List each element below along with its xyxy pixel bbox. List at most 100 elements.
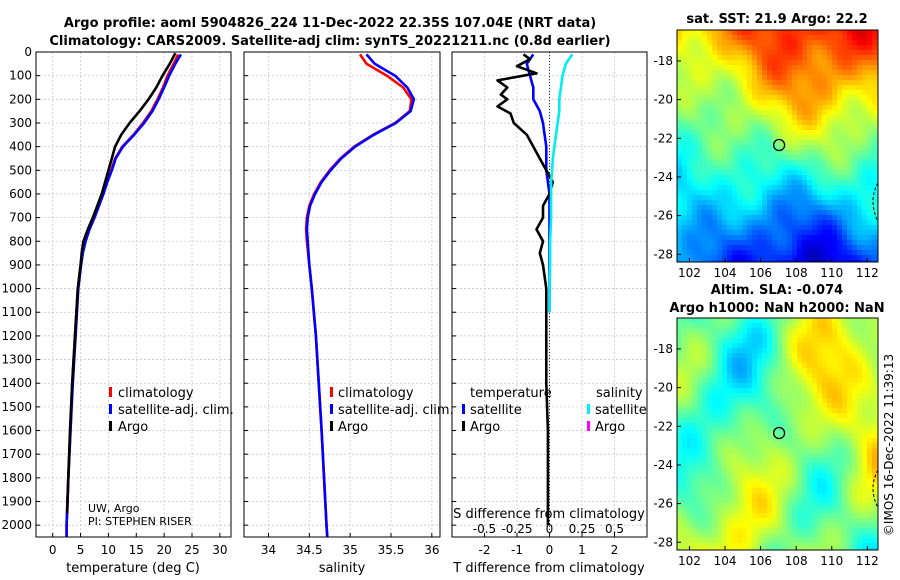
map-cell: [857, 245, 863, 251]
map-cell: [827, 318, 833, 324]
map-cell: [847, 210, 853, 216]
map-cell: [677, 50, 683, 56]
map-cell: [697, 165, 703, 171]
map-cell: [842, 523, 848, 529]
map-cell: [682, 433, 688, 439]
map-cell: [742, 115, 748, 121]
map-cell: [687, 408, 693, 414]
map-cell: [682, 195, 688, 201]
map-cell: [737, 388, 743, 394]
map-cell: [762, 215, 768, 221]
map-cell: [677, 518, 683, 524]
map-cell: [812, 145, 818, 151]
map-cell: [752, 145, 758, 151]
map-cell: [757, 318, 763, 324]
map-cell: [792, 150, 798, 156]
map-cell: [747, 175, 753, 181]
map-cell: [707, 105, 713, 111]
map-cell: [802, 508, 808, 514]
map-cell: [847, 190, 853, 196]
map-cell: [737, 165, 743, 171]
map-cell: [747, 548, 753, 550]
map-cell: [697, 150, 703, 156]
map-cell: [797, 180, 803, 186]
map-cell: [727, 75, 733, 81]
map-cell: [707, 115, 713, 121]
map-cell: [732, 75, 738, 81]
temperature-legend: climatology satellite-adj. clim. Argo: [109, 386, 234, 435]
map-cell: [842, 85, 848, 91]
map-cell: [847, 343, 853, 349]
map-cell: [767, 443, 773, 449]
map-cell: [862, 125, 868, 131]
map-cell: [857, 135, 863, 141]
map-cell: [702, 373, 708, 379]
map-cell: [832, 538, 838, 544]
map-cell: [732, 453, 738, 459]
map-cell: [837, 210, 843, 216]
map-cell: [847, 448, 853, 454]
map-cell: [807, 190, 813, 196]
map-cell: [702, 135, 708, 141]
map-cell: [782, 448, 788, 454]
map-cell: [707, 155, 713, 161]
map-cell: [832, 353, 838, 359]
map-cell: [862, 438, 868, 444]
map-cell: [862, 205, 868, 211]
map-cell: [792, 235, 798, 241]
map-cell: [867, 463, 873, 469]
map-cell: [757, 90, 763, 96]
map-cell: [872, 175, 878, 181]
map-cell: [682, 548, 688, 550]
map-cell: [737, 150, 743, 156]
map-cell: [742, 388, 748, 394]
map-cell: [762, 200, 768, 206]
map-cell: [867, 40, 873, 46]
map-cell: [792, 528, 798, 534]
map-cell: [687, 175, 693, 181]
map-cell: [802, 488, 808, 494]
map-cell: [742, 533, 748, 539]
map-cell: [732, 393, 738, 399]
map-cell: [777, 463, 783, 469]
map-cell: [697, 80, 703, 86]
map-cell: [792, 438, 798, 444]
map-cell: [717, 533, 723, 539]
map-cell: [772, 403, 778, 409]
map-cell: [807, 333, 813, 339]
map-cell: [737, 195, 743, 201]
map-cell: [732, 50, 738, 56]
map-cell: [762, 513, 768, 519]
series-line-temperature-argo: [496, 53, 555, 526]
map-cell: [752, 393, 758, 399]
map-cell: [852, 348, 858, 354]
map-cell: [822, 50, 828, 56]
map-cell: [842, 423, 848, 429]
map-cell: [872, 353, 878, 359]
map-cell: [822, 30, 828, 36]
map-cell: [852, 240, 858, 246]
map-cell: [807, 418, 813, 424]
map-cell: [822, 358, 828, 364]
map-cell: [787, 328, 793, 334]
map-cell: [782, 240, 788, 246]
map-cell: [822, 250, 828, 256]
map-cell: [807, 95, 813, 101]
map-cell: [872, 85, 878, 91]
map-cell: [787, 348, 793, 354]
map-cell: [792, 488, 798, 494]
legend-swatch-sal-satellite: [587, 404, 590, 414]
map-cell: [817, 498, 823, 504]
map-cell: [872, 473, 878, 479]
map-cell: [712, 70, 718, 76]
map-cell: [787, 353, 793, 359]
map-cell: [857, 35, 863, 41]
map-cell: [747, 55, 753, 61]
map-cell: [697, 368, 703, 374]
map-cell: [862, 90, 868, 96]
map-cell: [832, 388, 838, 394]
map-cell: [822, 210, 828, 216]
map-cell: [742, 160, 748, 166]
map-cell: [827, 260, 833, 262]
map-cell: [767, 433, 773, 439]
